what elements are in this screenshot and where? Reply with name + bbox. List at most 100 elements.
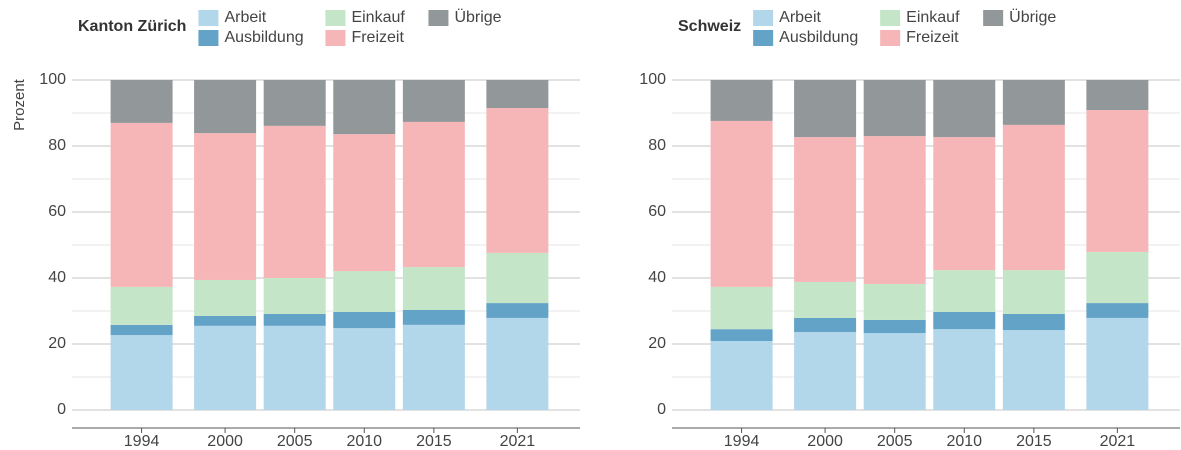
legend-swatch <box>753 30 774 46</box>
y-tick-label: 100 <box>39 71 66 88</box>
y-tick-label: 20 <box>648 335 666 352</box>
bar-segment <box>1086 317 1149 410</box>
legend-label: Ausbildung <box>224 29 303 46</box>
bar-segment <box>863 333 926 410</box>
bar-segment <box>794 332 857 410</box>
x-tick-label: 2005 <box>877 433 913 450</box>
bar-segment <box>333 80 396 135</box>
bar-segment <box>1002 330 1065 410</box>
legend-label: Freizeit <box>906 29 959 46</box>
bar-segment <box>794 80 857 138</box>
bar-segment <box>933 270 996 312</box>
bar-segment <box>486 303 549 318</box>
legend-swatch <box>880 30 901 46</box>
bar-segment <box>486 80 549 109</box>
bar-segment <box>194 325 257 410</box>
y-tick-label: 80 <box>648 137 666 154</box>
y-tick-label: 0 <box>657 401 666 418</box>
bar-segment <box>794 281 857 318</box>
y-tick-label: 100 <box>639 71 666 88</box>
legend-label: Arbeit <box>779 9 821 26</box>
bar-segment <box>710 80 773 121</box>
bar-segment <box>402 121 465 268</box>
y-tick-label: 40 <box>48 269 66 286</box>
y-tick-label: 20 <box>48 335 66 352</box>
bar-segment <box>263 80 326 126</box>
bar-segment <box>402 324 465 410</box>
bar-segment <box>110 80 173 123</box>
bar-segment <box>333 328 396 410</box>
bar-segment <box>402 80 465 122</box>
bar-segment <box>1086 251 1149 304</box>
bar-segment <box>194 80 257 134</box>
bar-segment <box>110 122 173 287</box>
y-tick-label: 0 <box>57 401 66 418</box>
bar-segment <box>110 324 173 336</box>
y-axis-label: Prozent <box>11 78 28 131</box>
bar-segment <box>933 329 996 410</box>
bar-segment <box>710 329 773 342</box>
y-tick-label: 80 <box>48 137 66 154</box>
x-tick-label: 2000 <box>807 433 843 450</box>
legend-label: Übrige <box>454 8 501 26</box>
y-tick-label: 60 <box>48 203 66 220</box>
bar-segment <box>263 278 326 314</box>
x-tick-label: 2005 <box>277 433 313 450</box>
bar-segment <box>263 313 326 326</box>
bar-segment <box>402 267 465 311</box>
x-tick-label: 2015 <box>1016 433 1052 450</box>
bar-segment <box>863 80 926 137</box>
x-tick-label: 1994 <box>124 433 160 450</box>
legend-swatch <box>198 10 219 26</box>
legend-label: Übrige <box>1009 8 1056 26</box>
legend-swatch <box>325 30 346 46</box>
bar-segment <box>486 317 549 410</box>
bar-segment <box>333 134 396 272</box>
legend-label: Arbeit <box>224 9 266 26</box>
bar-segment <box>1002 124 1065 271</box>
bar-segment <box>1002 270 1065 314</box>
bar-segment <box>863 319 926 334</box>
bar-segment <box>1086 80 1149 111</box>
legend-label: Einkauf <box>351 9 405 26</box>
bar-segment <box>1086 303 1149 318</box>
y-tick-label: 60 <box>648 203 666 220</box>
bar-segment <box>194 315 257 326</box>
legend-label: Freizeit <box>351 29 404 46</box>
x-tick-label: 2010 <box>346 433 382 450</box>
x-tick-label: 1994 <box>724 433 760 450</box>
x-tick-label: 2015 <box>416 433 452 450</box>
bar-segment <box>486 252 549 304</box>
y-tick-label: 40 <box>648 269 666 286</box>
bar-segment <box>710 286 773 330</box>
bar-segment <box>794 317 857 333</box>
bar-segment <box>110 335 173 410</box>
chart-title: Schweiz <box>678 18 741 35</box>
bar-segment <box>263 125 326 279</box>
legend-swatch <box>880 10 901 26</box>
bar-segment <box>194 279 257 316</box>
bar-segment <box>1086 110 1149 252</box>
legend-swatch <box>198 30 219 46</box>
bar-segment <box>333 311 396 329</box>
x-tick-label: 2010 <box>946 433 982 450</box>
bar-segment <box>333 271 396 312</box>
bar-segment <box>1002 313 1065 331</box>
bar-segment <box>933 80 996 138</box>
legend-swatch <box>753 10 774 26</box>
bar-segment <box>486 108 549 253</box>
bar-segment <box>794 137 857 282</box>
bar-segment <box>1002 80 1065 125</box>
bar-segment <box>194 133 257 280</box>
legend-swatch <box>983 10 1004 26</box>
bar-segment <box>263 325 326 410</box>
legend-label: Ausbildung <box>779 29 858 46</box>
bar-segment <box>863 136 926 284</box>
bar-segment <box>710 120 773 287</box>
bar-segment <box>402 310 465 325</box>
legend-label: Einkauf <box>906 9 960 26</box>
chart-title: Kanton Zürich <box>78 18 186 35</box>
legend-swatch <box>428 10 449 26</box>
x-tick-label: 2021 <box>500 433 536 450</box>
